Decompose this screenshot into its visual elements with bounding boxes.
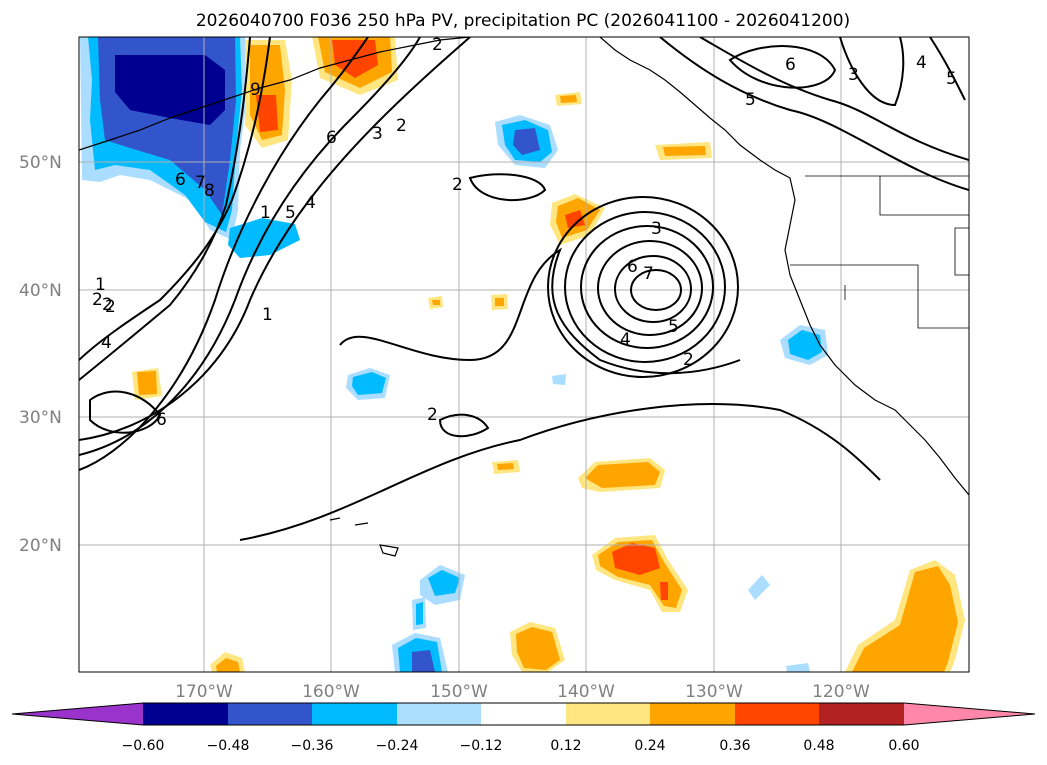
positive-anomaly-region <box>560 95 577 103</box>
positive-anomaly-region <box>256 95 278 132</box>
negative-anomaly-region <box>412 650 435 672</box>
contour-label: 2 <box>452 175 463 195</box>
colorbar-segment <box>481 703 566 725</box>
positive-anomaly-region <box>585 462 660 488</box>
contour-label: 2 <box>396 116 407 136</box>
negative-anomaly-region <box>788 330 822 360</box>
contour-label: 8 <box>204 181 215 201</box>
contour-label: 5 <box>285 203 296 223</box>
graticule <box>79 37 969 672</box>
negative-anomaly-region <box>748 575 770 600</box>
colorbar-tick-label: −0.36 <box>291 738 334 754</box>
positive-anomaly-region <box>565 210 585 228</box>
negative-anomaly-region <box>228 218 300 258</box>
lon-label: 140°W <box>557 682 615 702</box>
positive-anomaly-region <box>852 566 958 672</box>
contour-label: 4 <box>916 53 927 73</box>
colorbar-tick-label: −0.24 <box>376 738 419 754</box>
contour-label: 2 <box>427 405 438 425</box>
positive-anomaly-region <box>497 463 514 470</box>
colorbar-segment <box>735 703 819 725</box>
map-panel: 1 2 3 4 5 6 2 2 2 3 4 5 6 7 2 2 2 3 4 5 <box>78 35 970 673</box>
contour-label: 2 <box>105 297 116 317</box>
colorbar-extend-max <box>904 703 1035 725</box>
colorbar-segment <box>143 703 228 725</box>
lon-label: 150°W <box>430 682 488 702</box>
colorbar-tick-label: −0.48 <box>207 738 250 754</box>
contour-label: 5 <box>946 69 957 89</box>
negative-anomaly-region <box>552 374 566 385</box>
colorbar-tick-label: 0.24 <box>634 738 665 754</box>
positive-anomaly-region <box>660 582 668 600</box>
lat-label: 20°N <box>19 536 62 556</box>
positive-anomaly-region <box>612 543 660 575</box>
colorbar-tick-label: 0.60 <box>888 738 919 754</box>
negative-anomaly-region <box>115 55 225 125</box>
lat-label: 50°N <box>19 153 62 173</box>
colorbar-tick-label: −0.60 <box>122 738 165 754</box>
colorbar-segment <box>312 703 397 725</box>
lon-label: 120°W <box>812 682 870 702</box>
contour-label: 3 <box>651 219 662 239</box>
contour-label: 5 <box>668 317 679 337</box>
contour-label: 4 <box>101 333 112 353</box>
contour-label: 2 <box>683 350 694 370</box>
negative-anomaly-region <box>416 602 423 625</box>
contour-label: 1 <box>260 203 271 223</box>
contour-label: 6 <box>326 128 337 148</box>
negative-anomaly-region <box>786 663 810 672</box>
lat-label: 40°N <box>19 281 62 301</box>
contour-label: 1 <box>262 305 273 325</box>
colorbar-segment <box>819 703 904 725</box>
lon-label: 160°W <box>302 682 360 702</box>
longitude-labels: 170°W 160°W 150°W 140°W 130°W 120°W <box>175 682 870 702</box>
contour-label: 1 <box>95 275 106 295</box>
colorbar-segment <box>650 703 735 725</box>
contour-label: 2 <box>102 295 113 315</box>
contour-labels: 1 2 3 4 5 6 2 2 2 3 4 5 6 7 2 2 2 3 4 5 <box>92 35 957 430</box>
colorbar-tick-label: 0.12 <box>550 738 581 754</box>
contour-label: 4 <box>620 330 631 350</box>
map-frame <box>78 36 970 673</box>
contour-label: 4 <box>305 193 316 213</box>
contour-label: 7 <box>643 264 654 284</box>
negative-anomaly-region <box>513 128 540 155</box>
negative-anomaly-region <box>352 372 386 395</box>
positive-anomaly-region <box>137 371 157 395</box>
colorbar-extend-min <box>12 703 143 725</box>
colorbar-tick-label: 0.48 <box>803 738 834 754</box>
contour-label: 6 <box>627 257 638 277</box>
contour-label: 2 <box>92 290 103 310</box>
colorbar-segment <box>228 703 312 725</box>
colorbar-tick-label: 0.36 <box>719 738 750 754</box>
colorbar-tick-label: −0.12 <box>460 738 503 754</box>
colorbar-segment <box>566 703 650 725</box>
contour-label: 6 <box>785 55 796 75</box>
coastlines <box>79 37 969 557</box>
negative-anomaly-region <box>428 570 460 596</box>
contour-label: 9 <box>250 80 261 100</box>
positive-anomaly-region <box>432 300 440 305</box>
contour-label: 5 <box>745 90 756 110</box>
positive-anomaly-region <box>495 298 504 306</box>
positive-anomaly-region <box>216 658 240 672</box>
contour-label: 6 <box>156 410 167 430</box>
contour-label: 3 <box>372 124 383 144</box>
figure-title: 2026040700 F036 250 hPa PV, precipitatio… <box>196 11 850 31</box>
positive-anomaly-region <box>663 146 706 156</box>
contour-label: 6 <box>175 170 186 190</box>
lon-label: 130°W <box>685 682 743 702</box>
positive-anomaly-region <box>516 627 560 670</box>
colorbar-outline <box>11 702 1036 726</box>
contour-label: 7 <box>195 173 206 193</box>
latitude-labels: 50°N 40°N 30°N 20°N <box>19 153 62 556</box>
lat-label: 30°N <box>19 408 62 428</box>
contour-label: 2 <box>432 35 443 55</box>
colorbar-segment <box>397 703 481 725</box>
lon-label: 170°W <box>175 682 233 702</box>
contour-label: 3 <box>848 65 859 85</box>
colorbar: −0.60 −0.48 −0.36 −0.24 −0.12 0.12 0.24 … <box>11 702 1036 754</box>
pv-contours <box>79 37 969 541</box>
